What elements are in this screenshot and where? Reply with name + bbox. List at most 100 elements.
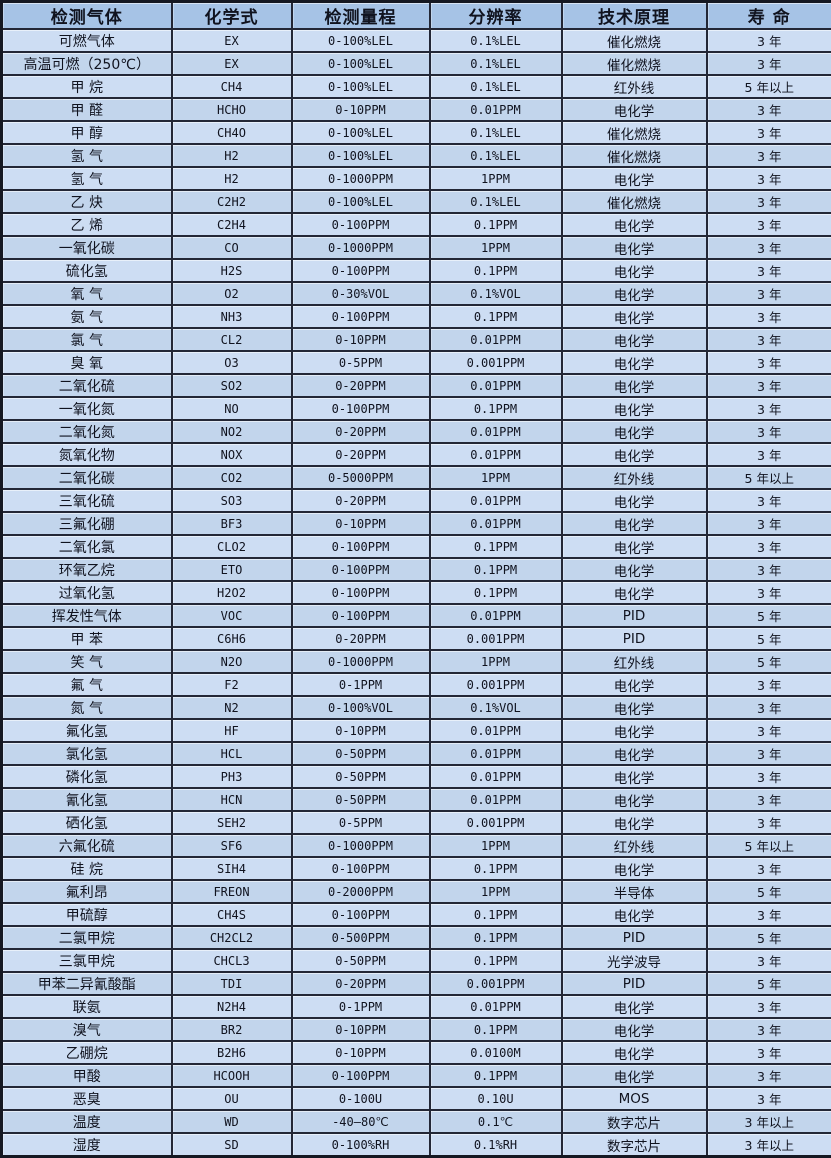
gas-name-cell: 臭 氧 — [2, 351, 172, 374]
resolution-cell: 0.1PPM — [430, 305, 562, 328]
lifespan-cell: 3 年 — [707, 259, 831, 282]
principle-cell: 光学波导 — [562, 949, 707, 972]
formula-cell: SEH2 — [172, 811, 292, 834]
principle-cell: 电化学 — [562, 282, 707, 305]
formula-cell: HCL — [172, 742, 292, 765]
lifespan-cell: 3 年 — [707, 167, 831, 190]
gas-name-cell: 硫化氢 — [2, 259, 172, 282]
gas-name-cell: 氢 气 — [2, 144, 172, 167]
resolution-cell: 0.1%LEL — [430, 52, 562, 75]
resolution-cell: 0.001PPM — [430, 811, 562, 834]
lifespan-cell: 3 年 — [707, 558, 831, 581]
lifespan-cell: 3 年 — [707, 857, 831, 880]
resolution-cell: 0.1%LEL — [430, 29, 562, 52]
gas-name-cell: 一氧化碳 — [2, 236, 172, 259]
principle-cell: 催化燃烧 — [562, 52, 707, 75]
lifespan-cell: 3 年以上 — [707, 1133, 831, 1157]
gas-name-cell: 二氧化碳 — [2, 466, 172, 489]
gas-name-cell: 甲苯二异氰酸酯 — [2, 972, 172, 995]
formula-cell: H2O2 — [172, 581, 292, 604]
range-cell: 0-5PPM — [292, 351, 430, 374]
range-cell: 0-50PPM — [292, 765, 430, 788]
principle-cell: 半导体 — [562, 880, 707, 903]
formula-cell: N2O — [172, 650, 292, 673]
col-header-formula: 化学式 — [172, 2, 292, 30]
lifespan-cell: 3 年 — [707, 374, 831, 397]
formula-cell: BF3 — [172, 512, 292, 535]
lifespan-cell: 3 年 — [707, 535, 831, 558]
formula-cell: CO2 — [172, 466, 292, 489]
gas-name-cell: 六氟化硫 — [2, 834, 172, 857]
lifespan-cell: 3 年 — [707, 903, 831, 926]
formula-cell: CH4 — [172, 75, 292, 98]
principle-cell: PID — [562, 926, 707, 949]
gas-name-cell: 湿度 — [2, 1133, 172, 1157]
formula-cell: NH3 — [172, 305, 292, 328]
formula-cell: H2S — [172, 259, 292, 282]
principle-cell: 电化学 — [562, 903, 707, 926]
resolution-cell: 0.01PPM — [430, 995, 562, 1018]
lifespan-cell: 3 年 — [707, 305, 831, 328]
formula-cell: H2 — [172, 144, 292, 167]
formula-cell: C6H6 — [172, 627, 292, 650]
formula-cell: SF6 — [172, 834, 292, 857]
range-cell: 0-1000PPM — [292, 167, 430, 190]
resolution-cell: 0.01PPM — [430, 328, 562, 351]
principle-cell: 催化燃烧 — [562, 29, 707, 52]
resolution-cell: 1PPM — [430, 466, 562, 489]
range-cell: 0-10PPM — [292, 1041, 430, 1064]
gas-name-cell: 氮氧化物 — [2, 443, 172, 466]
resolution-cell: 0.1PPM — [430, 949, 562, 972]
principle-cell: 电化学 — [562, 719, 707, 742]
lifespan-cell: 3 年 — [707, 144, 831, 167]
principle-cell: 电化学 — [562, 374, 707, 397]
principle-cell: 电化学 — [562, 512, 707, 535]
gas-name-cell: 环氧乙烷 — [2, 558, 172, 581]
lifespan-cell: 3 年 — [707, 811, 831, 834]
principle-cell: 电化学 — [562, 420, 707, 443]
principle-cell: 数字芯片 — [562, 1133, 707, 1157]
principle-cell: 红外线 — [562, 834, 707, 857]
principle-cell: 电化学 — [562, 742, 707, 765]
range-cell: 0-20PPM — [292, 627, 430, 650]
formula-cell: HCN — [172, 788, 292, 811]
principle-cell: 数字芯片 — [562, 1110, 707, 1133]
range-cell: 0-10PPM — [292, 98, 430, 121]
lifespan-cell: 3 年 — [707, 98, 831, 121]
range-cell: 0-100PPM — [292, 397, 430, 420]
resolution-cell: 0.0100M — [430, 1041, 562, 1064]
gas-name-cell: 氰化氢 — [2, 788, 172, 811]
resolution-cell: 0.1PPM — [430, 213, 562, 236]
principle-cell: 电化学 — [562, 535, 707, 558]
range-cell: 0-100%LEL — [292, 144, 430, 167]
formula-cell: C2H4 — [172, 213, 292, 236]
resolution-cell: 0.10U — [430, 1087, 562, 1110]
lifespan-cell: 5 年 — [707, 604, 831, 627]
resolution-cell: 0.1PPM — [430, 903, 562, 926]
gas-name-cell: 温度 — [2, 1110, 172, 1133]
formula-cell: HCOOH — [172, 1064, 292, 1087]
range-cell: 0-20PPM — [292, 374, 430, 397]
lifespan-cell: 3 年 — [707, 581, 831, 604]
resolution-cell: 0.001PPM — [430, 351, 562, 374]
formula-cell: O2 — [172, 282, 292, 305]
lifespan-cell: 3 年 — [707, 52, 831, 75]
gas-name-cell: 笑 气 — [2, 650, 172, 673]
lifespan-cell: 3 年 — [707, 995, 831, 1018]
formula-cell: CL2 — [172, 328, 292, 351]
formula-cell: SO2 — [172, 374, 292, 397]
